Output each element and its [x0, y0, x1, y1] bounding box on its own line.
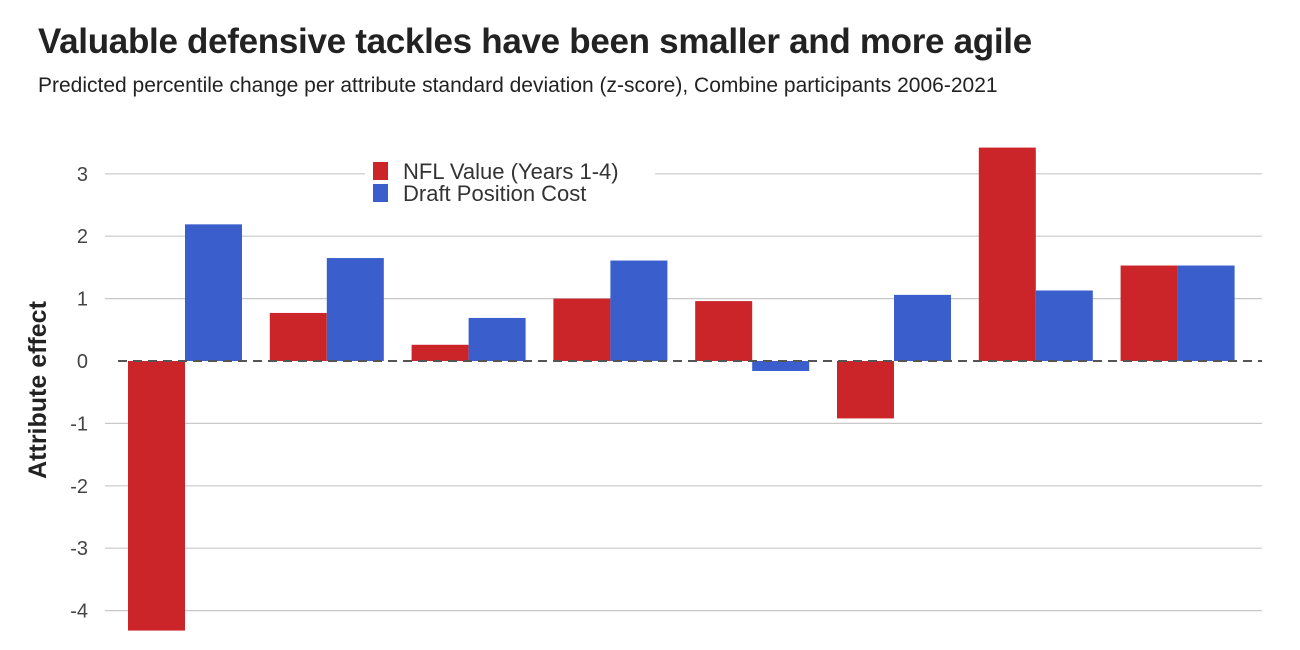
bar-nfl-value: [553, 298, 611, 361]
legend: NFL Value (Years 1-4)Draft Position Cost: [365, 159, 655, 208]
chart-title: Valuable defensive tackles have been sma…: [38, 22, 1032, 61]
legend-swatch: [373, 162, 388, 180]
bar-nfl-value: [128, 361, 185, 631]
bar-nfl-value: [269, 312, 327, 361]
chart-subtitle: Predicted percentile change per attribut…: [38, 74, 998, 97]
y-tick-label: -3: [70, 538, 88, 560]
y-tick-label: 0: [77, 351, 88, 373]
y-tick-label: -1: [70, 413, 88, 435]
bar-nfl-value: [1120, 265, 1178, 361]
bar-nfl-value: [411, 344, 469, 361]
bar-draft-cost: [1177, 265, 1235, 361]
legend-label: NFL Value (Years 1-4): [403, 159, 619, 184]
bar-draft-cost: [752, 361, 810, 371]
y-tick-label: 3: [77, 164, 88, 186]
bar-nfl-value: [837, 361, 894, 419]
y-tick-label: 1: [77, 289, 88, 311]
y-axis-label: Attribute effect: [24, 300, 52, 478]
bar-draft-cost: [326, 258, 384, 361]
bar-nfl-value: [978, 147, 1036, 361]
bar-draft-cost: [468, 317, 526, 361]
bar-draft-cost: [610, 260, 668, 361]
y-tick-label: -4: [70, 601, 88, 623]
bar-nfl-value: [695, 301, 753, 361]
legend-swatch: [373, 184, 388, 202]
bar-draft-cost: [185, 224, 242, 361]
legend-label: Draft Position Cost: [403, 181, 586, 206]
bar-draft-cost: [894, 294, 951, 361]
y-tick-label: 2: [77, 226, 88, 248]
y-tick-label: -2: [70, 476, 88, 498]
bar-draft-cost: [1035, 290, 1093, 361]
